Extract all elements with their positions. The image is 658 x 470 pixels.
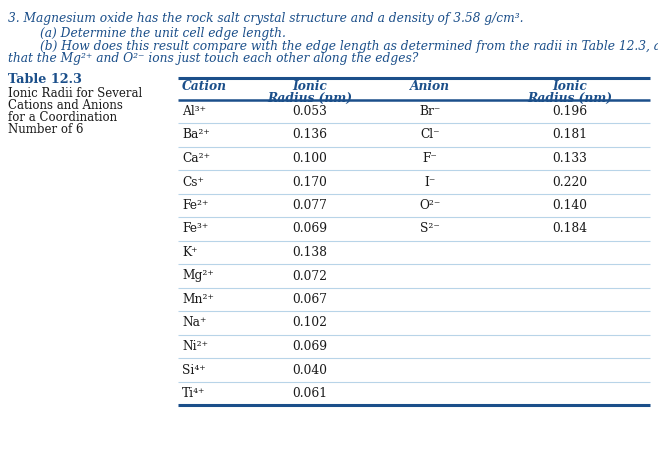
Text: 0.184: 0.184	[553, 222, 588, 235]
Text: Ionic: Ionic	[293, 80, 328, 93]
Text: Mn²⁺: Mn²⁺	[182, 293, 214, 306]
Text: 0.072: 0.072	[293, 269, 328, 282]
Text: K⁺: K⁺	[182, 246, 197, 259]
Text: Si⁴⁺: Si⁴⁺	[182, 363, 205, 376]
Text: Ionic: Ionic	[553, 80, 588, 93]
Text: 0.102: 0.102	[293, 316, 328, 329]
Text: Mg²⁺: Mg²⁺	[182, 269, 214, 282]
Text: 0.140: 0.140	[553, 199, 588, 212]
Text: O²⁻: O²⁻	[419, 199, 441, 212]
Text: Br⁻: Br⁻	[419, 105, 441, 118]
Text: that the Mg²⁺ and O²⁻ ions just touch each other along the edges?: that the Mg²⁺ and O²⁻ ions just touch ea…	[8, 52, 418, 65]
Text: 0.069: 0.069	[292, 340, 328, 353]
Text: 0.196: 0.196	[553, 105, 588, 118]
Text: S²⁻: S²⁻	[420, 222, 440, 235]
Text: I⁻: I⁻	[424, 175, 436, 188]
Text: 0.181: 0.181	[553, 128, 588, 141]
Text: 0.133: 0.133	[553, 152, 588, 165]
Text: 0.170: 0.170	[293, 175, 328, 188]
Text: for a Coordination: for a Coordination	[8, 111, 117, 124]
Text: Cation: Cation	[182, 80, 227, 93]
Text: (b) How does this result compare with the edge length as determined from the rad: (b) How does this result compare with th…	[40, 40, 658, 53]
Text: 0.077: 0.077	[293, 199, 328, 212]
Text: 0.040: 0.040	[293, 363, 328, 376]
Text: Ba²⁺: Ba²⁺	[182, 128, 210, 141]
Text: Table 12.3: Table 12.3	[8, 73, 82, 86]
Text: Ni²⁺: Ni²⁺	[182, 340, 208, 353]
Text: 0.220: 0.220	[553, 175, 588, 188]
Text: Fe²⁺: Fe²⁺	[182, 199, 209, 212]
Text: 0.067: 0.067	[293, 293, 328, 306]
Text: Ca²⁺: Ca²⁺	[182, 152, 210, 165]
Text: Number of 6: Number of 6	[8, 123, 84, 136]
Text: Radius (nm): Radius (nm)	[528, 92, 613, 105]
Text: 0.100: 0.100	[293, 152, 328, 165]
Text: F⁻: F⁻	[422, 152, 438, 165]
Text: 0.138: 0.138	[293, 246, 328, 259]
Text: Cs⁺: Cs⁺	[182, 175, 204, 188]
Text: Ionic Radii for Several: Ionic Radii for Several	[8, 87, 142, 100]
Text: 0.136: 0.136	[293, 128, 328, 141]
Text: 0.061: 0.061	[293, 387, 328, 400]
Text: 3. Magnesium oxide has the rock salt crystal structure and a density of 3.58 g/c: 3. Magnesium oxide has the rock salt cry…	[8, 12, 524, 25]
Text: (a) Determine the unit cell edge length.: (a) Determine the unit cell edge length.	[40, 27, 286, 40]
Text: Anion: Anion	[410, 80, 450, 93]
Text: Cl⁻: Cl⁻	[420, 128, 440, 141]
Text: Na⁺: Na⁺	[182, 316, 207, 329]
Text: Fe³⁺: Fe³⁺	[182, 222, 208, 235]
Text: 0.053: 0.053	[293, 105, 328, 118]
Text: Cations and Anions: Cations and Anions	[8, 99, 123, 112]
Text: Al³⁺: Al³⁺	[182, 105, 206, 118]
Text: 0.069: 0.069	[292, 222, 328, 235]
Text: Radius (nm): Radius (nm)	[268, 92, 353, 105]
Text: Ti⁴⁺: Ti⁴⁺	[182, 387, 205, 400]
